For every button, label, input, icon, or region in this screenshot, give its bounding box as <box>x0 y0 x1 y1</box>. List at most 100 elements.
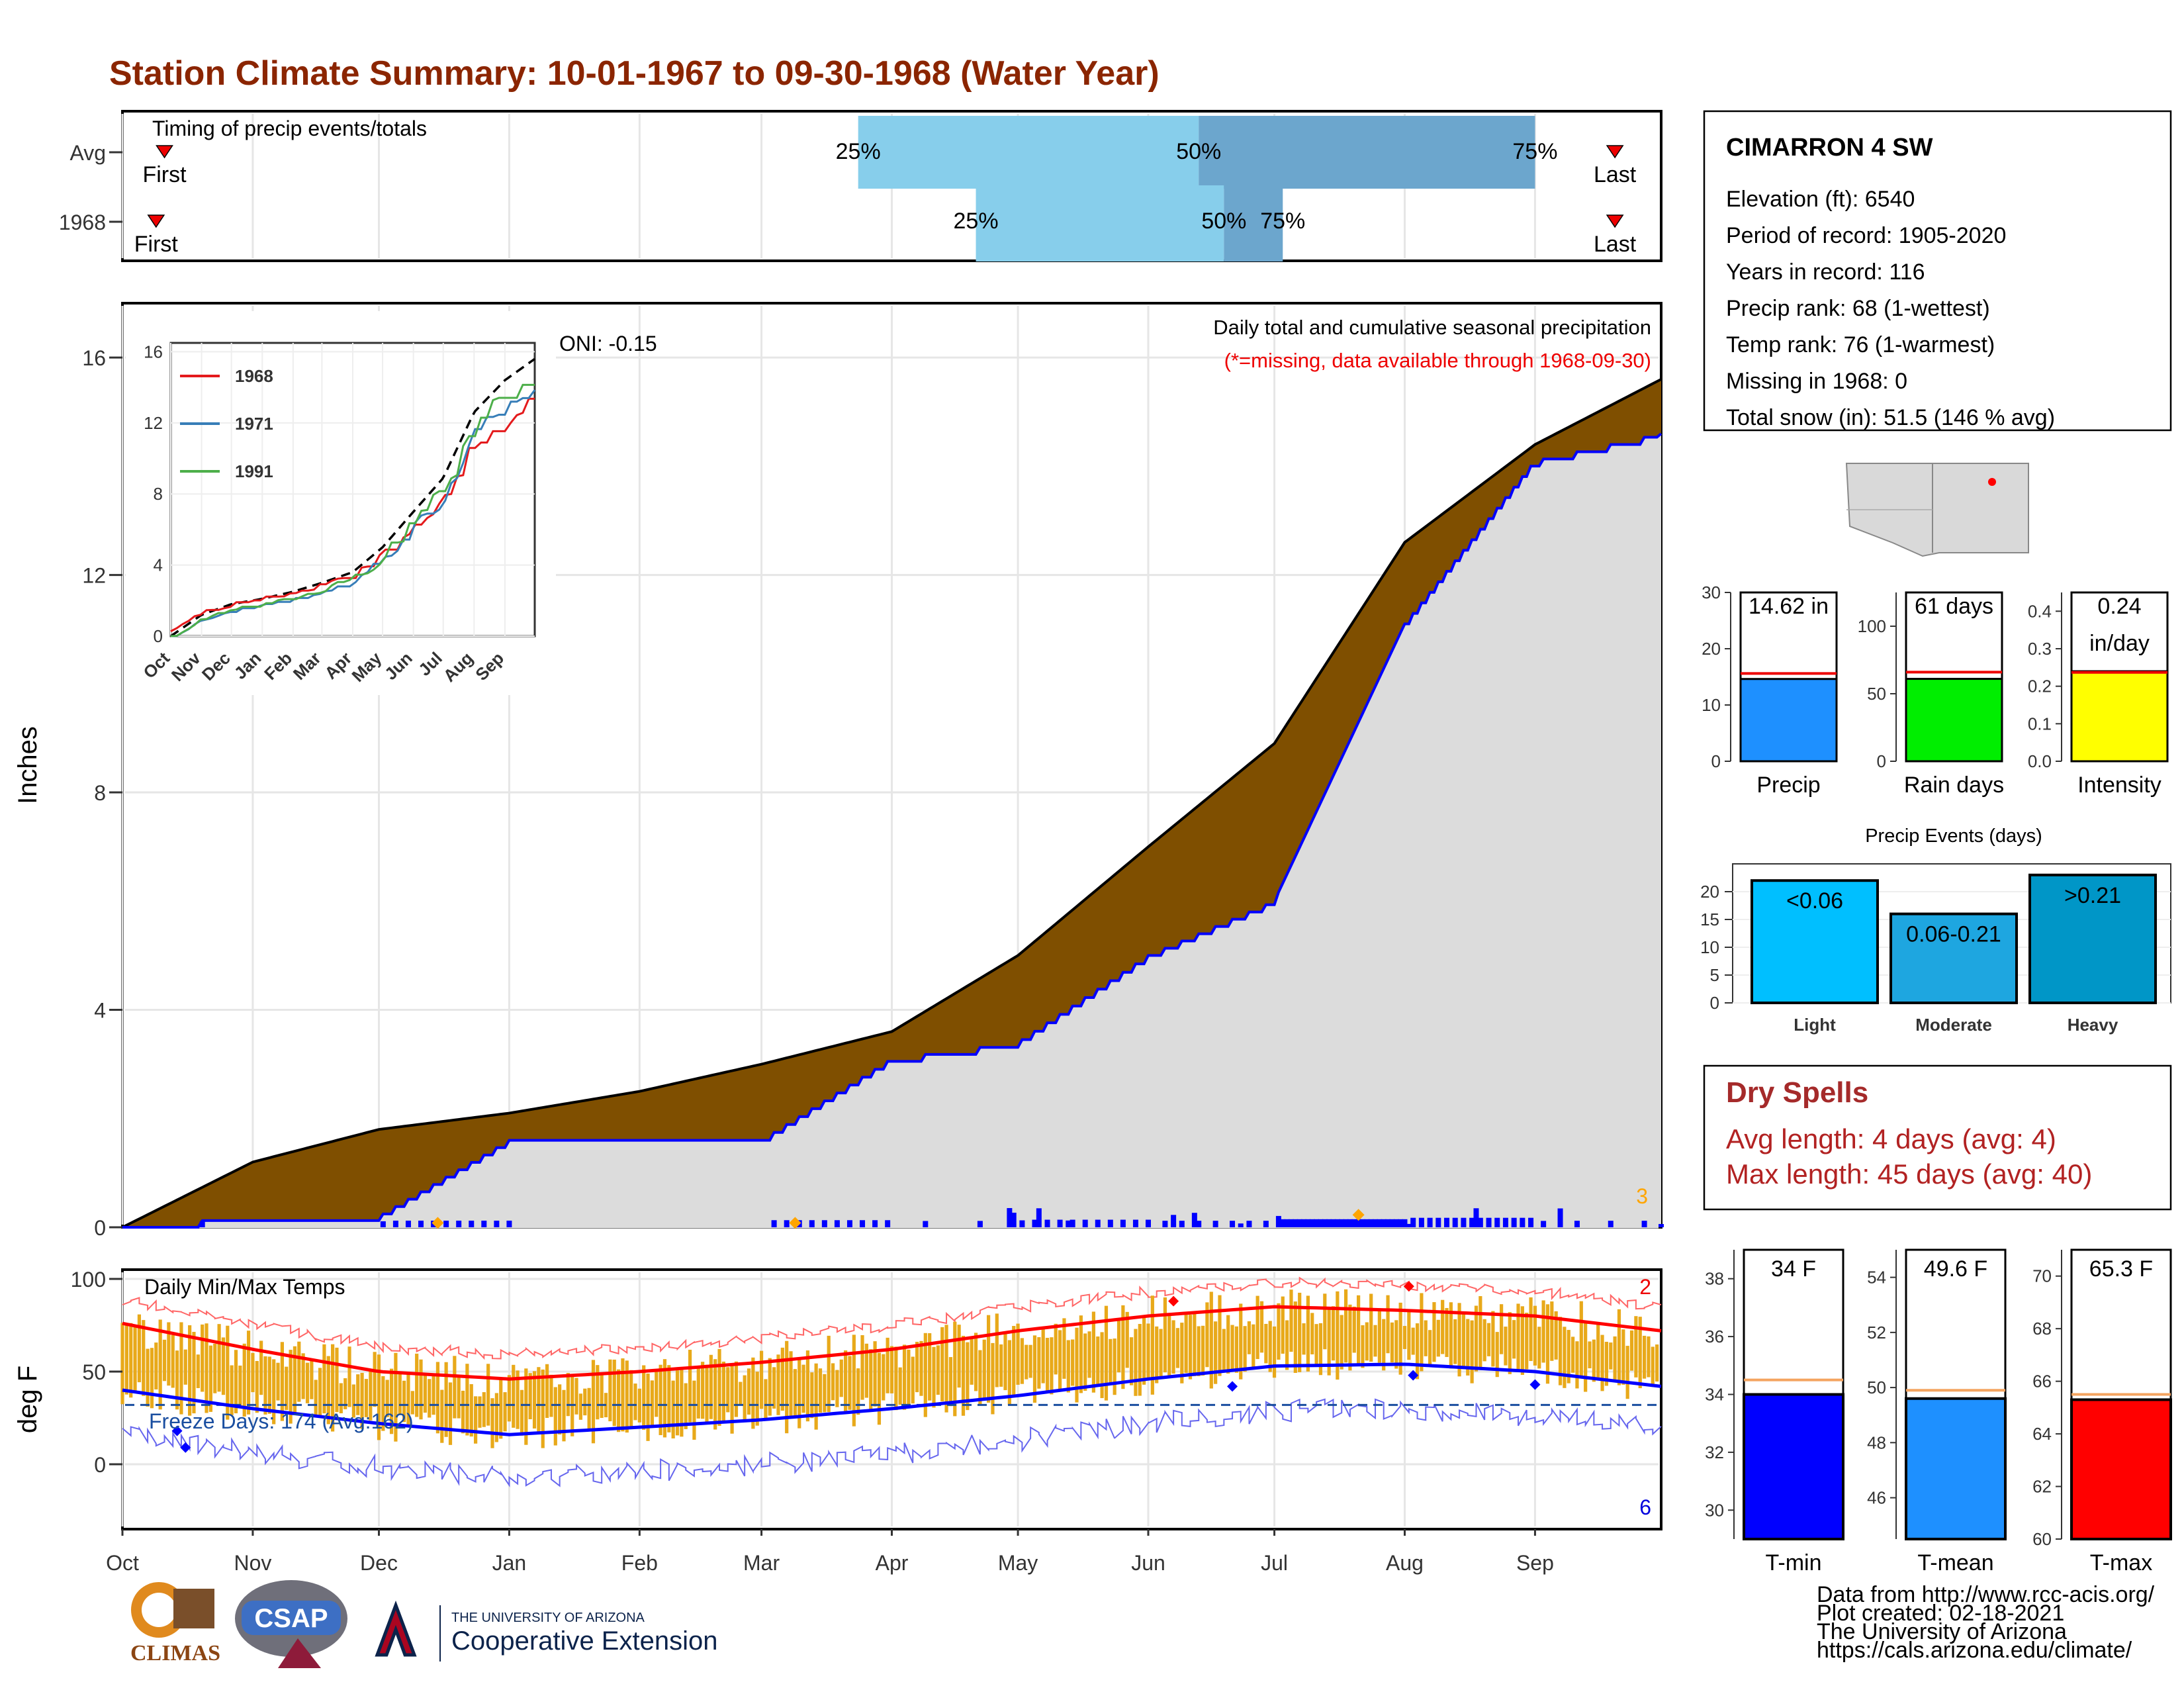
daily-temp-bar <box>1171 1320 1175 1374</box>
daily-temp-bar <box>162 1339 167 1382</box>
daily-temp-bar <box>1331 1306 1336 1361</box>
daily-temp-bar <box>1365 1322 1369 1361</box>
last-marker <box>1606 145 1624 159</box>
station-info-line: Missing in 1968: 0 <box>1726 369 1907 394</box>
daily-temp-bar <box>1415 1323 1420 1380</box>
precip-panel: Daily total and cumulative seasonal prec… <box>13 302 1664 1240</box>
daily-temp-bar <box>213 1344 217 1393</box>
daily-temp-bar <box>886 1337 889 1393</box>
daily-temp-bar <box>1621 1329 1625 1385</box>
daily-temp-bar <box>301 1353 305 1399</box>
daily-temp-bar <box>318 1368 322 1416</box>
daily-temp-bar <box>650 1380 655 1426</box>
daily-temp-bar <box>406 1373 410 1426</box>
tbar-tick: 46 <box>1867 1488 1886 1508</box>
daily-precip-bar <box>1326 1219 1332 1227</box>
daily-temp-bar <box>1343 1289 1348 1363</box>
daily-precip-bar <box>977 1221 983 1227</box>
daily-precip-bar <box>1212 1221 1218 1227</box>
daily-temp-bar <box>801 1364 805 1413</box>
extreme-count: 3 <box>1636 1184 1648 1208</box>
daily-temp-bar <box>1441 1299 1445 1354</box>
daily-temp-bar <box>1129 1337 1134 1385</box>
daily-temp-bar <box>1003 1334 1007 1391</box>
timing-bar-25-50 <box>976 185 1224 261</box>
daily-temp-bar <box>1150 1295 1154 1395</box>
daily-temp-bar <box>995 1313 999 1387</box>
daily-temp-bar <box>537 1367 541 1434</box>
daily-temp-bar <box>1079 1315 1083 1393</box>
daily-temp-bar <box>730 1366 734 1434</box>
daily-temp-bar <box>1234 1326 1239 1373</box>
daily-temp-bar <box>1087 1331 1091 1378</box>
daily-temp-bar <box>1336 1291 1340 1380</box>
tbar-value-label: 49.6 F <box>1924 1256 1987 1282</box>
daily-temp-bar <box>1373 1325 1377 1357</box>
daily-temp-bar <box>1272 1326 1277 1378</box>
daily-temp-bar <box>263 1356 267 1415</box>
temp-ytick: 0 <box>94 1453 106 1477</box>
summary-value-label: 61 days <box>1915 594 1993 619</box>
daily-precip-bar <box>1347 1219 1353 1227</box>
freeze-days: Freeze Days: 174 (Avg:162) <box>149 1409 414 1433</box>
record-marker <box>180 1442 191 1453</box>
daily-temp-bar <box>512 1364 516 1428</box>
daily-precip-bar <box>1393 1219 1399 1227</box>
daily-precip-bar <box>1246 1221 1252 1227</box>
tbar-tick: 54 <box>1867 1268 1886 1288</box>
daily-temp-bar <box>1323 1293 1327 1350</box>
daily-temp-bar <box>1432 1302 1436 1362</box>
daily-temp-bar <box>1491 1311 1495 1367</box>
daily-temp-bar <box>314 1380 318 1416</box>
daily-temp-bar <box>1041 1327 1045 1383</box>
daily-precip-bar <box>1641 1221 1647 1227</box>
summary-tick: 100 <box>1858 616 1886 636</box>
daily-temp-bar <box>1109 1338 1113 1385</box>
daily-temp-bar <box>188 1325 192 1416</box>
daily-temp-bar <box>713 1359 717 1430</box>
daily-temp-bar <box>1125 1311 1129 1368</box>
daily-temp-bar <box>373 1352 377 1407</box>
tbar-name: T-min <box>1766 1550 1822 1575</box>
daily-temp-bar <box>1588 1341 1592 1369</box>
climas-logo: CLIMAS <box>130 1582 220 1665</box>
daily-temp-bar <box>928 1333 932 1401</box>
daily-temp-bar <box>1348 1304 1352 1371</box>
daily-precip-bar <box>1494 1217 1500 1227</box>
temp-ytick: 50 <box>82 1360 106 1384</box>
daily-temp-bar <box>1466 1319 1470 1376</box>
summary-tick: 0.0 <box>2028 751 2052 771</box>
events-bar-moderate <box>1889 912 2018 1004</box>
daily-temp-bar <box>1486 1323 1491 1356</box>
summary-name: Rain days <box>1904 773 2004 798</box>
timing-p75-label: 75% <box>1512 139 1557 164</box>
daily-precip-bar <box>1069 1219 1075 1227</box>
daily-temp-bar <box>1382 1319 1386 1371</box>
dry-spells-avg: Avg length: 4 days (avg: 4) <box>1726 1123 2056 1154</box>
daily-temp-bar <box>701 1362 705 1419</box>
station-name: CIMARRON 4 SW <box>1726 134 1933 162</box>
daily-temp-bar <box>999 1344 1003 1387</box>
daily-temp-bar <box>923 1333 927 1417</box>
daily-temp-bar <box>961 1335 966 1416</box>
summary-tick: 0 <box>1711 751 1721 771</box>
daily-temp-bar <box>1424 1320 1428 1356</box>
daily-temp-bar <box>1285 1320 1289 1370</box>
daily-temp-bar <box>457 1375 461 1419</box>
daily-temp-bar <box>293 1346 297 1415</box>
daily-temp-bar <box>1205 1302 1209 1368</box>
temp-panel: Daily Min/Max Temps Freeze Days: 174 (Av… <box>13 1268 1662 1530</box>
daily-precip-bar <box>1318 1219 1324 1227</box>
precip-ytick: 0 <box>94 1216 106 1240</box>
deficit-area <box>122 379 1661 1227</box>
events-tick: 0 <box>1710 993 1719 1013</box>
daily-temp-bar <box>633 1383 637 1421</box>
events-category: Heavy <box>2068 1015 2118 1035</box>
timing-bar-50-75 <box>1224 185 1283 261</box>
summary-value-label: 14.62 in <box>1749 594 1829 619</box>
daily-precip-bar <box>1452 1217 1458 1227</box>
daily-temp-bar <box>827 1335 831 1413</box>
daily-precip-bar <box>1574 1221 1580 1227</box>
daily-precip-bar <box>1557 1208 1563 1227</box>
